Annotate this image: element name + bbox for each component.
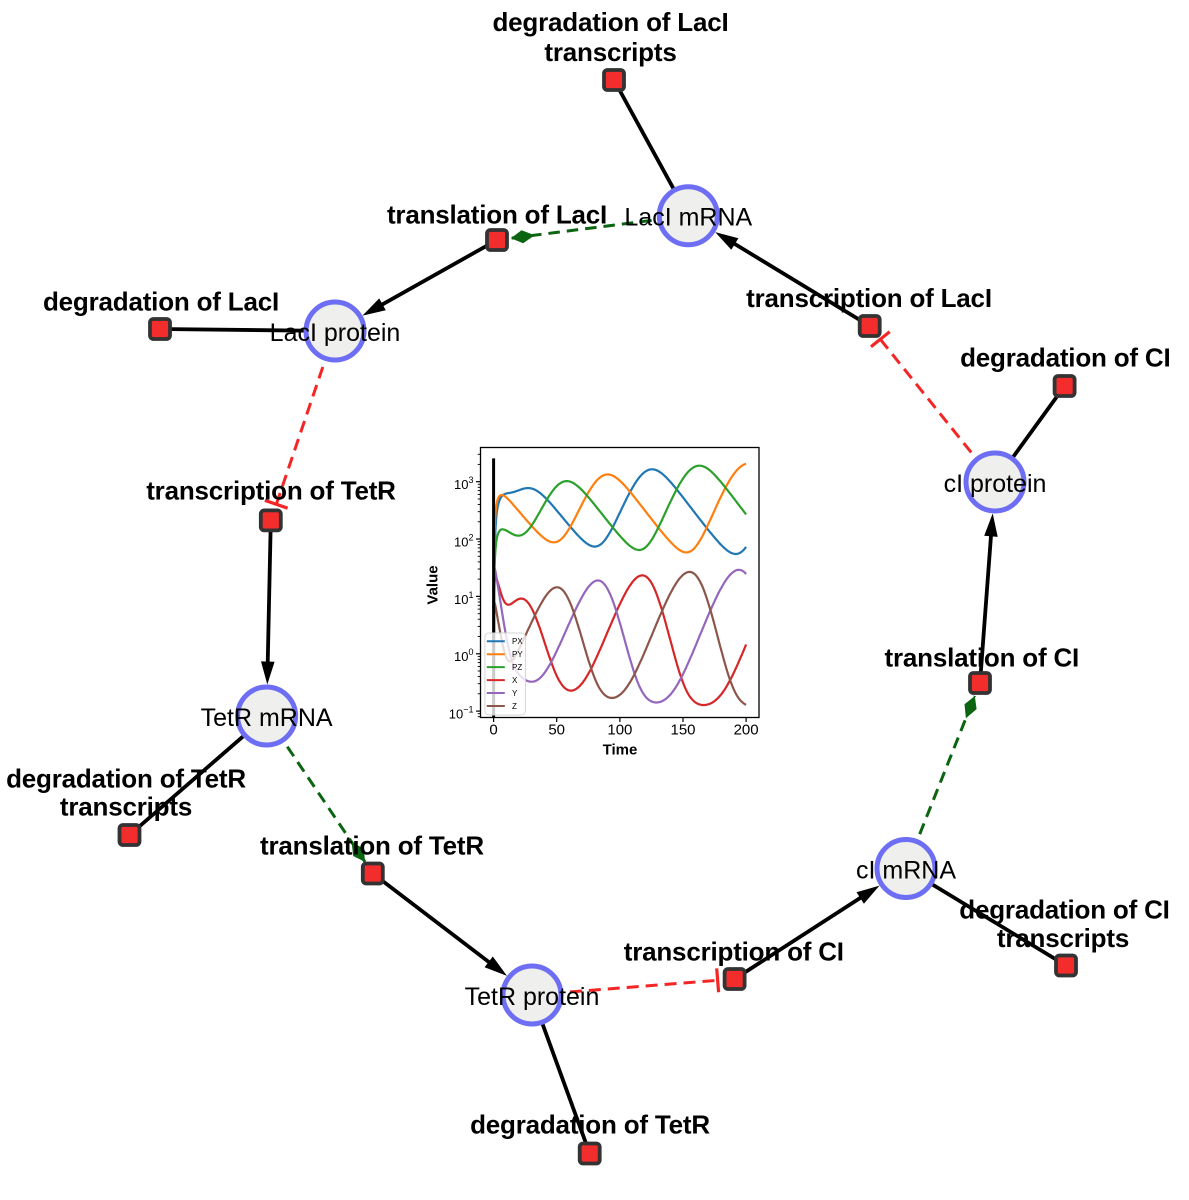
svg-text:degradation of TetR: degradation of TetR [470,1110,710,1140]
svg-text:X: X [512,676,518,685]
svg-text:degradation of LacI: degradation of LacI [492,7,728,37]
svg-text:200: 200 [734,722,759,739]
svg-text:transcripts: transcripts [544,37,676,67]
svg-text:degradation of CI: degradation of CI [960,343,1170,373]
svg-text:LacI mRNA: LacI mRNA [624,204,752,232]
svg-text:PX: PX [512,637,523,646]
svg-text:50: 50 [548,722,565,739]
svg-text:cI mRNA: cI mRNA [856,857,956,885]
svg-text:Time: Time [603,742,638,759]
svg-text:cI protein: cI protein [944,470,1047,498]
svg-text:transcripts: transcripts [997,923,1129,953]
svg-text:Value: Value [425,565,442,604]
svg-text:degradation of CI: degradation of CI [959,895,1169,925]
svg-text:degradation of TetR: degradation of TetR [6,764,246,794]
svg-text:TetR protein: TetR protein [465,983,600,1011]
svg-text:transcription of CI: transcription of CI [624,936,844,966]
svg-text:translation of CI: translation of CI [885,642,1080,672]
svg-text:PY: PY [512,650,523,659]
svg-text:0: 0 [489,722,497,739]
svg-text:TetR mRNA: TetR mRNA [201,704,333,732]
svg-text:transcripts: transcripts [60,792,192,822]
svg-text:Y: Y [512,689,518,698]
svg-text:degradation of LacI: degradation of LacI [43,287,279,317]
svg-text:translation of TetR: translation of TetR [260,831,484,861]
svg-text:100: 100 [607,722,632,739]
svg-text:150: 150 [670,722,695,739]
svg-text:transcription of TetR: transcription of TetR [146,476,396,506]
svg-text:PZ: PZ [512,663,522,672]
svg-text:LacI protein: LacI protein [270,319,401,347]
svg-text:Z: Z [512,702,517,711]
svg-text:transcription of LacI: transcription of LacI [746,283,992,313]
svg-text:translation of LacI: translation of LacI [387,200,607,230]
